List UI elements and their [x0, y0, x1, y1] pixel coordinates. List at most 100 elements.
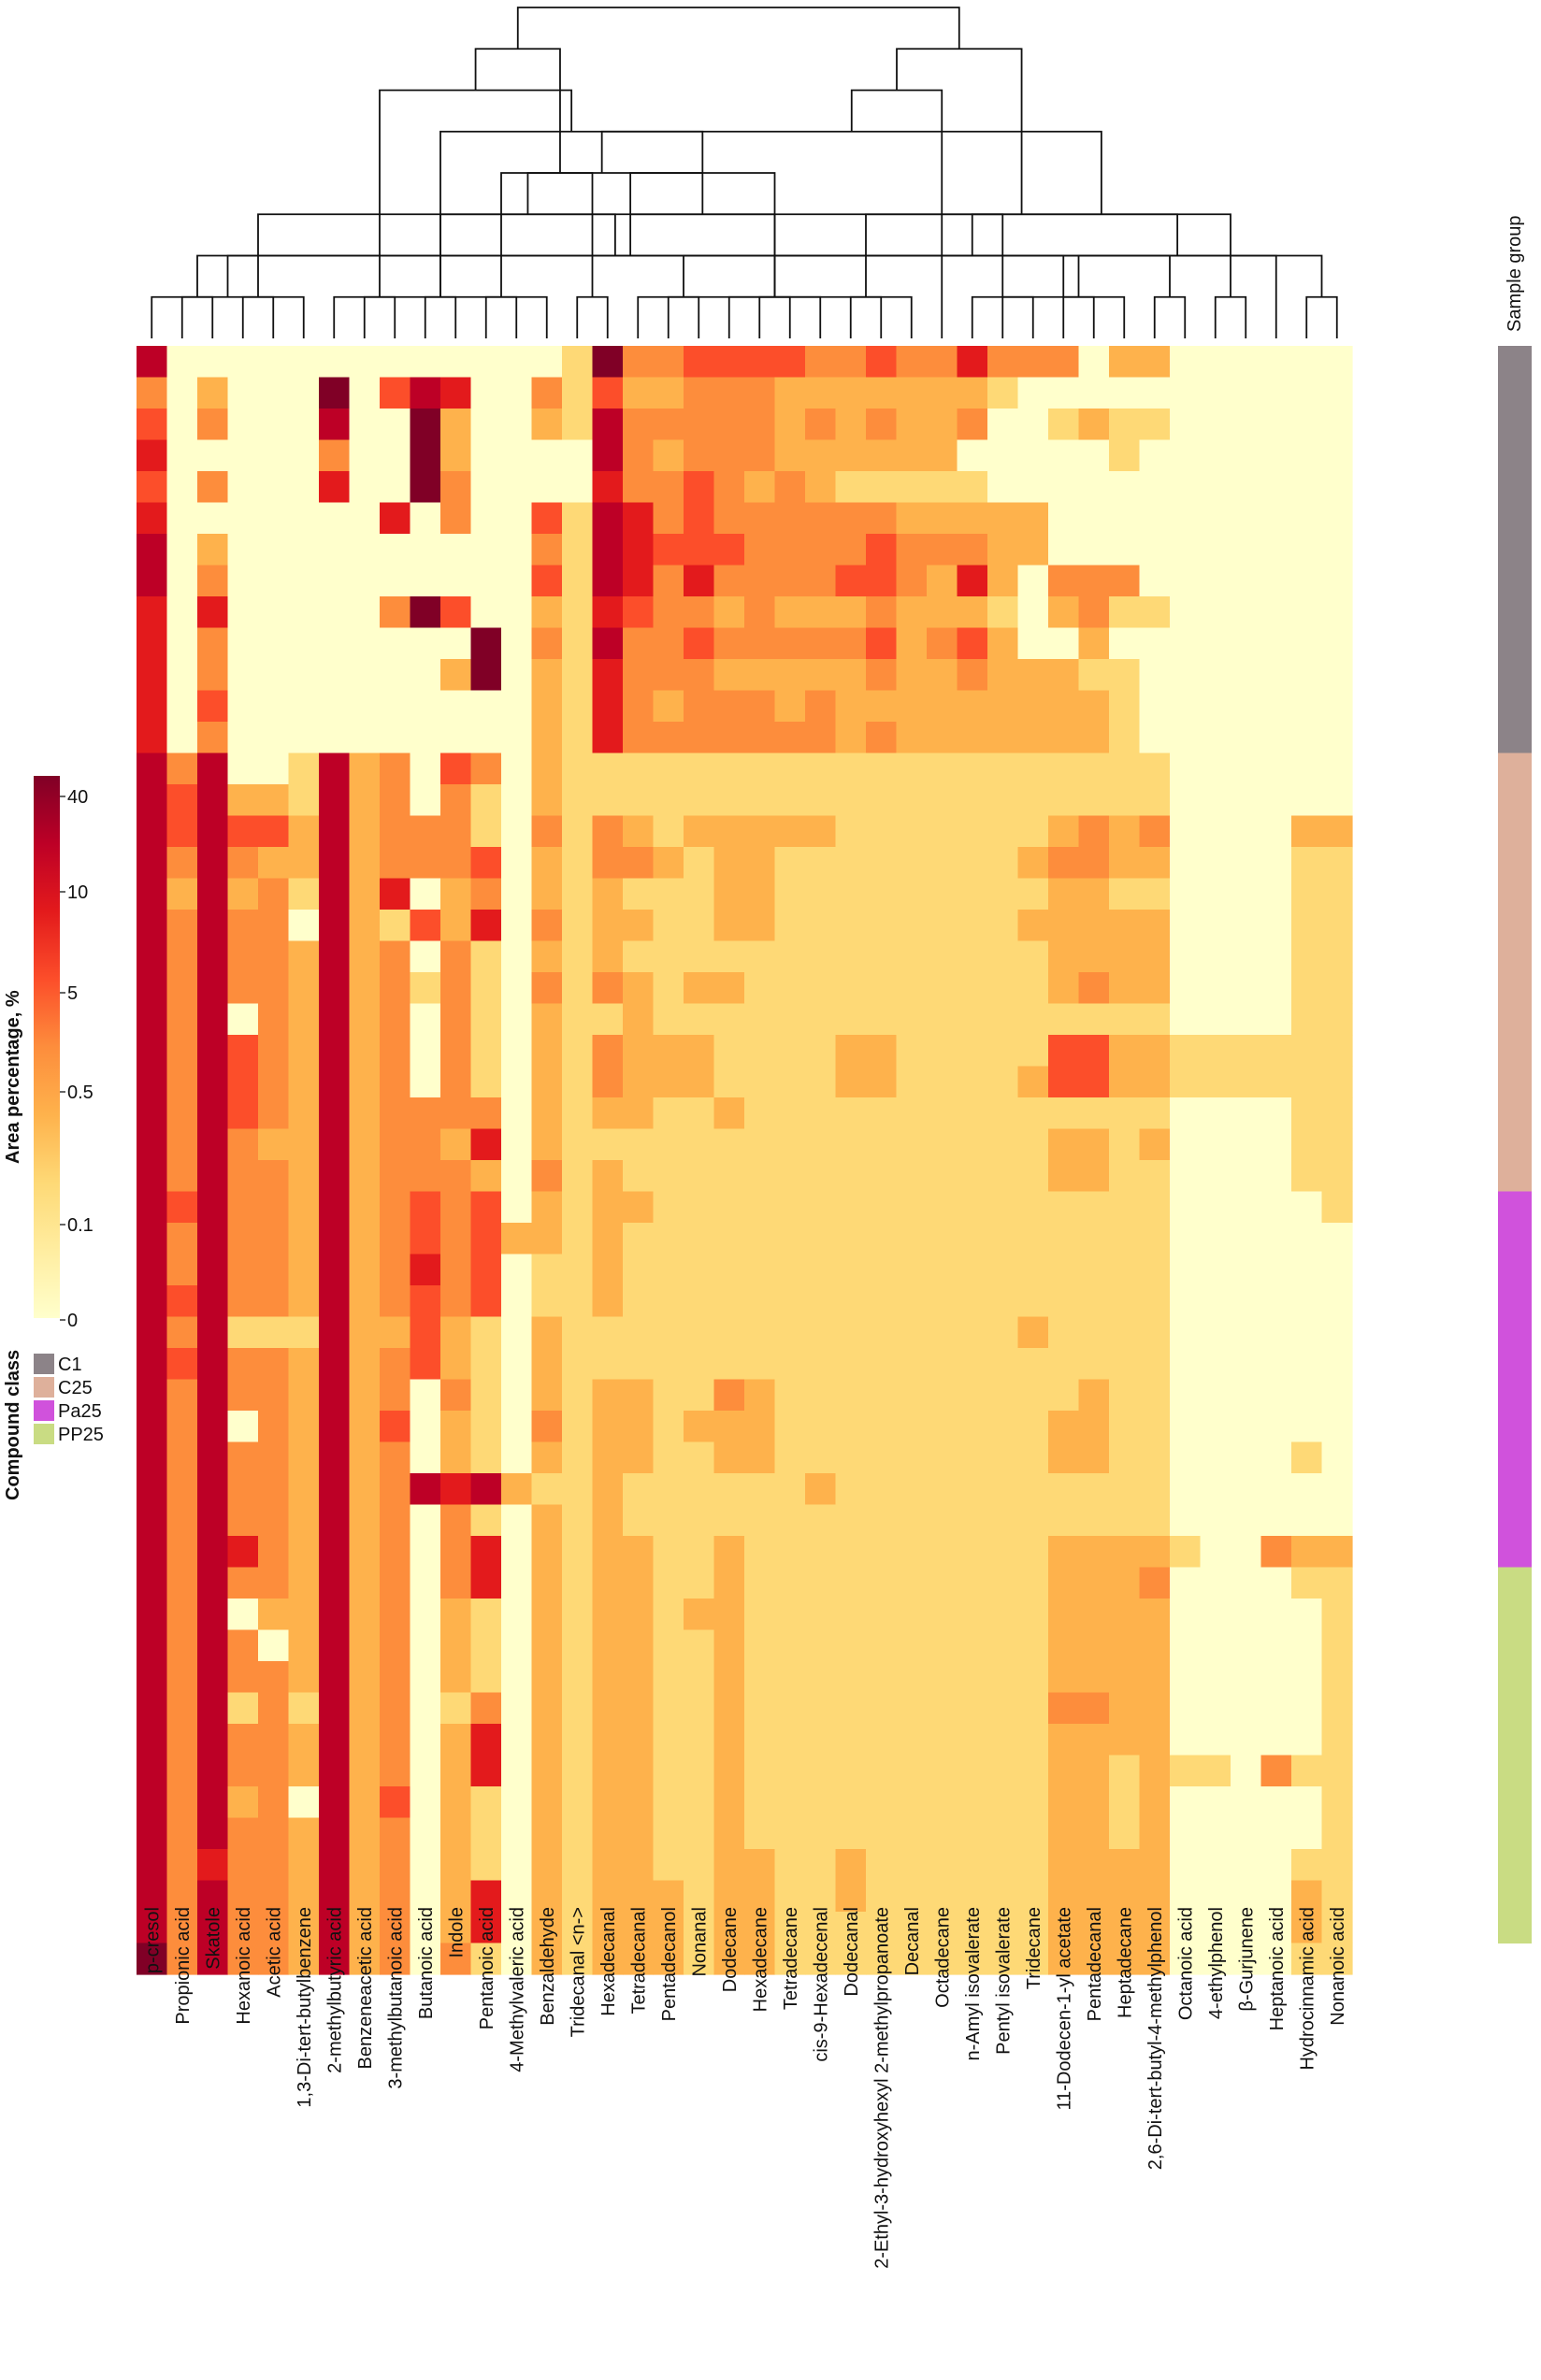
heatmap-cell — [258, 1504, 290, 1537]
heatmap-cell — [137, 722, 168, 754]
heatmap-cell — [623, 1504, 655, 1537]
heatmap-cell — [1048, 1223, 1080, 1255]
heatmap-cell — [1139, 1411, 1171, 1443]
heatmap-cell — [1200, 1504, 1231, 1537]
heatmap-cell — [197, 534, 229, 566]
heatmap-cell — [410, 1411, 441, 1443]
heatmap-cell — [1109, 1128, 1141, 1161]
heatmap-cell — [258, 1035, 290, 1068]
heatmap-cell — [470, 784, 502, 817]
dendrogram-branch — [576, 295, 609, 338]
heatmap-cell — [1291, 1880, 1323, 1913]
heatmap-cell — [713, 690, 745, 723]
heatmap-cell — [166, 596, 198, 629]
heatmap-cell — [623, 1817, 655, 1850]
heatmap-cell — [1260, 1880, 1292, 1913]
heatmap-cell — [470, 1473, 502, 1506]
heatmap-cell — [501, 972, 533, 1005]
heatmap-cell — [197, 784, 229, 817]
heatmap-cell — [1078, 1285, 1110, 1318]
heatmap-cell — [1200, 1316, 1231, 1349]
heatmap-cell — [1109, 1880, 1141, 1913]
heatmap-cell — [380, 1191, 411, 1224]
heatmap-cell — [835, 1599, 867, 1631]
heatmap-cell — [957, 346, 988, 379]
heatmap-cell — [957, 1191, 988, 1224]
heatmap-cell — [1321, 1755, 1353, 1787]
heatmap-cell — [1291, 1504, 1323, 1537]
heatmap-cell — [1260, 1755, 1292, 1787]
heatmap-cell — [805, 1629, 837, 1662]
heatmap-cell — [957, 1066, 988, 1098]
heatmap-cell — [927, 940, 958, 973]
heatmap-cell — [562, 659, 594, 692]
heatmap-cell — [623, 409, 655, 441]
heatmap-cell — [562, 1254, 594, 1286]
heatmap-cell — [957, 1128, 988, 1161]
heatmap-cell — [166, 1504, 198, 1537]
heatmap-cell — [562, 910, 594, 942]
heatmap-cell — [774, 1316, 806, 1349]
heatmap-cell — [1321, 1035, 1353, 1068]
heatmap-cell — [1139, 1379, 1171, 1412]
heatmap-cell — [1291, 690, 1323, 723]
heatmap-cell — [927, 1943, 958, 1975]
heatmap-cell — [319, 627, 351, 660]
heatmap-cell — [592, 1786, 624, 1819]
heatmap-cell — [1078, 1128, 1110, 1161]
heatmap-cell — [1291, 1473, 1323, 1506]
heatmap-cell — [805, 596, 837, 629]
heatmap-cell — [288, 377, 320, 409]
heatmap-cell — [1048, 972, 1080, 1005]
heatmap-cell — [258, 1285, 290, 1318]
group-annotation-cell — [1498, 596, 1532, 629]
column-label: 4-ethylphenol — [1206, 1907, 1227, 2019]
group-annotation-cell — [1498, 565, 1532, 597]
heatmap-cell — [319, 1817, 351, 1850]
dendrogram-branch — [727, 295, 822, 338]
heatmap-cell — [440, 910, 472, 942]
heatmap-cell — [896, 878, 928, 910]
heatmap-cell — [440, 1223, 472, 1255]
legend-label: PP25 — [58, 1425, 104, 1445]
heatmap-cell — [227, 1724, 259, 1756]
heatmap-cell — [258, 1755, 290, 1787]
heatmap-cell — [896, 1411, 928, 1443]
heatmap-cell — [835, 534, 867, 566]
heatmap-cell — [896, 377, 928, 409]
heatmap-cell — [1321, 722, 1353, 754]
heatmap-cell — [1170, 627, 1202, 660]
heatmap-cell — [1048, 471, 1080, 504]
heatmap-cell — [227, 1066, 259, 1098]
heatmap-cell — [1231, 847, 1262, 880]
heatmap-cell — [501, 784, 533, 817]
column-label: 2-Ethyl-3-hydroxyhexyl 2-methylpropanoat… — [871, 1907, 892, 2269]
heatmap-cell — [1048, 377, 1080, 409]
heatmap-cell — [684, 1912, 715, 1944]
heatmap-cell — [1170, 1912, 1202, 1944]
heatmap-cell — [562, 1066, 594, 1098]
heatmap-cell — [410, 565, 441, 597]
heatmap-cell — [288, 1629, 320, 1662]
heatmap-cell — [1078, 1035, 1110, 1068]
heatmap-cell — [349, 910, 381, 942]
heatmap-cell — [227, 1567, 259, 1599]
heatmap-cell — [501, 1943, 533, 1975]
heatmap-cell — [531, 1880, 563, 1913]
heatmap-cell — [805, 1786, 837, 1819]
heatmap-cell — [896, 1599, 928, 1631]
heatmap-cell — [987, 690, 1019, 723]
heatmap-cell — [258, 1379, 290, 1412]
heatmap-cell — [319, 1536, 351, 1569]
heatmap-cell — [349, 690, 381, 723]
group-annotation-cell — [1498, 1003, 1532, 1036]
heatmap-cell — [987, 659, 1019, 692]
heatmap-cell — [592, 502, 624, 535]
heatmap-cell — [684, 1880, 715, 1913]
heatmap-cell — [227, 1379, 259, 1412]
heatmap-cell — [623, 1724, 655, 1756]
heatmap-cell — [288, 409, 320, 441]
heatmap-cell — [380, 1849, 411, 1882]
heatmap-cell — [866, 1003, 898, 1036]
heatmap-cell — [137, 1128, 168, 1161]
